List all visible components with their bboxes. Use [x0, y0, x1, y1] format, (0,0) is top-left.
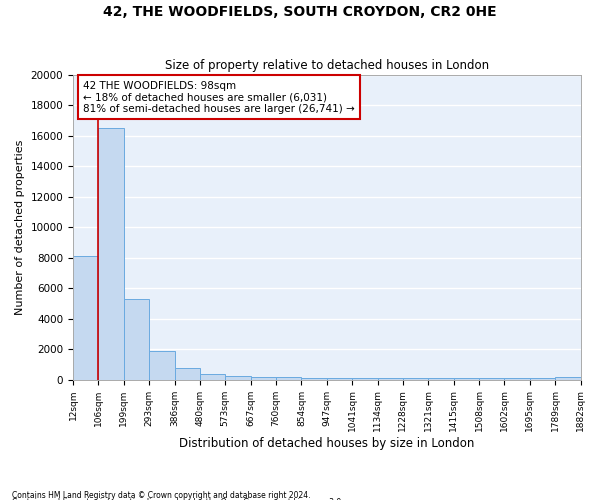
Bar [98, 128, 124, 380]
Bar [200, 374, 225, 380]
Bar [479, 378, 505, 380]
Bar [454, 378, 479, 380]
Text: 42, THE WOODFIELDS, SOUTH CROYDON, CR2 0HE: 42, THE WOODFIELDS, SOUTH CROYDON, CR2 0… [103, 5, 497, 19]
Bar [530, 378, 555, 380]
Bar [124, 299, 149, 380]
Text: Contains HM Land Registry data © Crown copyright and database right 2024.: Contains HM Land Registry data © Crown c… [12, 490, 311, 500]
Bar [73, 256, 98, 380]
Bar [251, 377, 276, 380]
Bar [377, 378, 403, 380]
Bar [225, 376, 251, 380]
Bar [175, 368, 200, 380]
Text: Contains public sector information licensed under the Open Government Licence v3: Contains public sector information licen… [12, 498, 344, 500]
Bar [149, 352, 175, 380]
Bar [428, 378, 454, 380]
Bar [403, 378, 428, 380]
Y-axis label: Number of detached properties: Number of detached properties [15, 140, 25, 315]
Bar [327, 378, 352, 380]
Bar [352, 378, 377, 380]
Title: Size of property relative to detached houses in London: Size of property relative to detached ho… [165, 59, 489, 72]
Bar [301, 378, 327, 380]
Bar [555, 376, 581, 380]
Bar [505, 378, 530, 380]
Bar [276, 378, 301, 380]
Text: 42 THE WOODFIELDS: 98sqm
← 18% of detached houses are smaller (6,031)
81% of sem: 42 THE WOODFIELDS: 98sqm ← 18% of detach… [83, 80, 355, 114]
X-axis label: Distribution of detached houses by size in London: Distribution of detached houses by size … [179, 437, 475, 450]
